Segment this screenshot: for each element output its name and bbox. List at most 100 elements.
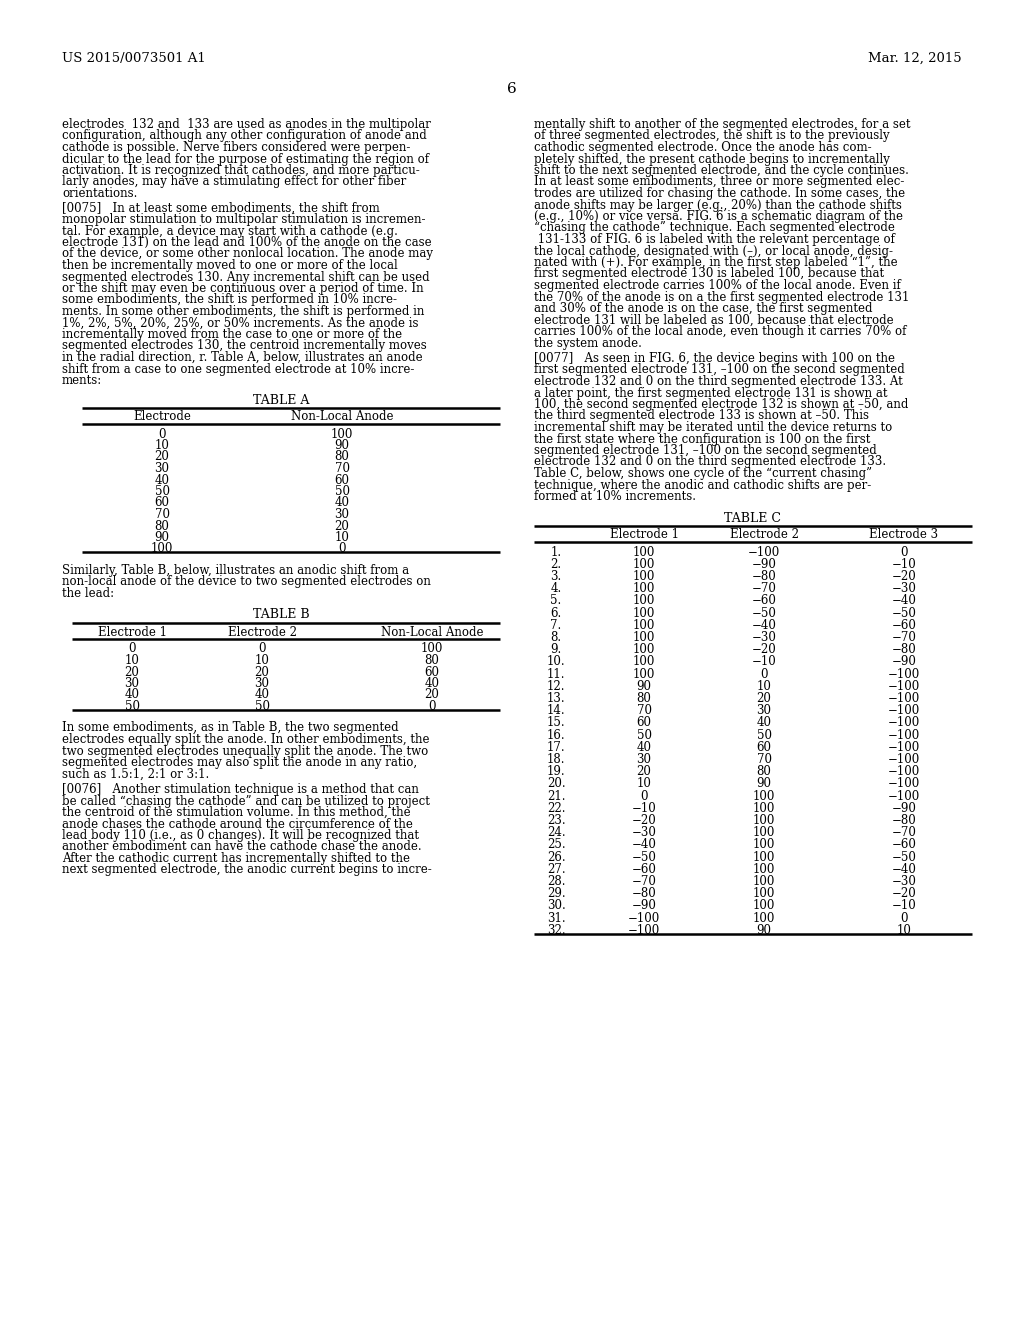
Text: 60: 60 — [425, 665, 439, 678]
Text: 40: 40 — [425, 677, 439, 690]
Text: the first state where the configuration is 100 on the first: the first state where the configuration … — [534, 433, 870, 446]
Text: 4.: 4. — [550, 582, 561, 595]
Text: then be incrementally moved to one or more of the local: then be incrementally moved to one or mo… — [62, 259, 397, 272]
Text: incremental shift may be iterated until the device returns to: incremental shift may be iterated until … — [534, 421, 892, 434]
Text: 50: 50 — [637, 729, 651, 742]
Text: 40: 40 — [125, 689, 139, 701]
Text: 90: 90 — [637, 680, 651, 693]
Text: −10: −10 — [632, 801, 656, 814]
Text: 16.: 16. — [547, 729, 565, 742]
Text: 70: 70 — [637, 704, 651, 717]
Text: 6.: 6. — [550, 606, 561, 619]
Text: 7.: 7. — [550, 619, 561, 632]
Text: 8.: 8. — [551, 631, 561, 644]
Text: or the shift may even be continuous over a period of time. In: or the shift may even be continuous over… — [62, 282, 424, 294]
Text: 20: 20 — [155, 450, 169, 463]
Text: 10: 10 — [335, 531, 349, 544]
Text: two segmented electrodes unequally split the anode. The two: two segmented electrodes unequally split… — [62, 744, 428, 758]
Text: 100: 100 — [633, 655, 655, 668]
Text: 80: 80 — [425, 653, 439, 667]
Text: 50: 50 — [125, 700, 139, 713]
Text: 28.: 28. — [547, 875, 565, 888]
Text: −50: −50 — [632, 850, 656, 863]
Text: 31.: 31. — [547, 912, 565, 924]
Text: −90: −90 — [892, 655, 916, 668]
Text: 23.: 23. — [547, 814, 565, 826]
Text: a later point, the first segmented electrode 131 is shown at: a later point, the first segmented elect… — [534, 387, 888, 400]
Text: next segmented electrode, the anodic current begins to incre-: next segmented electrode, the anodic cur… — [62, 863, 432, 876]
Text: and 30% of the anode is on the case, the first segmented: and 30% of the anode is on the case, the… — [534, 302, 872, 315]
Text: −50: −50 — [892, 850, 916, 863]
Text: −80: −80 — [632, 887, 656, 900]
Text: electrode 132 and 0 on the third segmented electrode 133. At: electrode 132 and 0 on the third segment… — [534, 375, 903, 388]
Text: 70: 70 — [335, 462, 349, 475]
Text: 9.: 9. — [550, 643, 561, 656]
Text: −40: −40 — [892, 863, 916, 875]
Text: technique, where the anodic and cathodic shifts are per-: technique, where the anodic and cathodic… — [534, 479, 871, 491]
Text: 6: 6 — [507, 82, 517, 96]
Text: 80: 80 — [637, 692, 651, 705]
Text: 100, the second segmented electrode 132 is shown at –50, and: 100, the second segmented electrode 132 … — [534, 399, 908, 411]
Text: 90: 90 — [155, 531, 170, 544]
Text: 20: 20 — [125, 665, 139, 678]
Text: [0075]   In at least some embodiments, the shift from: [0075] In at least some embodiments, the… — [62, 202, 380, 214]
Text: −100: −100 — [888, 680, 921, 693]
Text: 60: 60 — [757, 741, 771, 754]
Text: first segmented electrode 131, –100 on the second segmented: first segmented electrode 131, –100 on t… — [534, 363, 905, 376]
Text: 100: 100 — [151, 543, 173, 556]
Text: −70: −70 — [892, 631, 916, 644]
Text: ments:: ments: — [62, 374, 102, 387]
Text: −100: −100 — [888, 766, 921, 777]
Text: 20: 20 — [637, 766, 651, 777]
Text: −60: −60 — [632, 863, 656, 875]
Text: −60: −60 — [892, 619, 916, 632]
Text: 100: 100 — [753, 912, 775, 924]
Text: first segmented electrode 130 is labeled 100, because that: first segmented electrode 130 is labeled… — [534, 268, 884, 281]
Text: 100: 100 — [633, 668, 655, 681]
Text: Non-Local Anode: Non-Local Anode — [291, 411, 393, 424]
Text: electrode 131) on the lead and 100% of the anode on the case: electrode 131) on the lead and 100% of t… — [62, 236, 432, 249]
Text: 11.: 11. — [547, 668, 565, 681]
Text: −100: −100 — [888, 777, 921, 791]
Text: 0: 0 — [128, 643, 136, 656]
Text: the lead:: the lead: — [62, 587, 114, 601]
Text: −20: −20 — [892, 570, 916, 583]
Text: 27.: 27. — [547, 863, 565, 875]
Text: 40: 40 — [155, 474, 170, 487]
Text: 0: 0 — [900, 912, 907, 924]
Text: −70: −70 — [752, 582, 776, 595]
Text: 50: 50 — [255, 700, 269, 713]
Text: 100: 100 — [633, 631, 655, 644]
Text: −40: −40 — [892, 594, 916, 607]
Text: 100: 100 — [753, 875, 775, 888]
Text: 100: 100 — [753, 789, 775, 803]
Text: Electrode 2: Electrode 2 — [729, 528, 799, 541]
Text: 0: 0 — [159, 428, 166, 441]
Text: 0: 0 — [428, 700, 436, 713]
Text: −90: −90 — [632, 899, 656, 912]
Text: of three segmented electrodes, the shift is to the previously: of three segmented electrodes, the shift… — [534, 129, 890, 143]
Text: Non-Local Anode: Non-Local Anode — [381, 626, 483, 639]
Text: −20: −20 — [892, 887, 916, 900]
Text: −40: −40 — [632, 838, 656, 851]
Text: 30: 30 — [155, 462, 170, 475]
Text: 100: 100 — [633, 643, 655, 656]
Text: 100: 100 — [753, 887, 775, 900]
Text: electrodes equally split the anode. In other embodiments, the: electrodes equally split the anode. In o… — [62, 733, 429, 746]
Text: larly anodes, may have a stimulating effect for other fiber: larly anodes, may have a stimulating eff… — [62, 176, 407, 189]
Text: 25.: 25. — [547, 838, 565, 851]
Text: 10.: 10. — [547, 655, 565, 668]
Text: 100: 100 — [633, 545, 655, 558]
Text: shift from a case to one segmented electrode at 10% incre-: shift from a case to one segmented elect… — [62, 363, 415, 375]
Text: 12.: 12. — [547, 680, 565, 693]
Text: TABLE B: TABLE B — [253, 609, 309, 622]
Text: 0: 0 — [900, 545, 907, 558]
Text: 50: 50 — [155, 484, 170, 498]
Text: −70: −70 — [892, 826, 916, 840]
Text: 0: 0 — [640, 789, 648, 803]
Text: −100: −100 — [628, 912, 660, 924]
Text: 100: 100 — [753, 814, 775, 826]
Text: −30: −30 — [892, 875, 916, 888]
Text: 100: 100 — [753, 899, 775, 912]
Text: the third segmented electrode 133 is shown at –50. This: the third segmented electrode 133 is sho… — [534, 409, 869, 422]
